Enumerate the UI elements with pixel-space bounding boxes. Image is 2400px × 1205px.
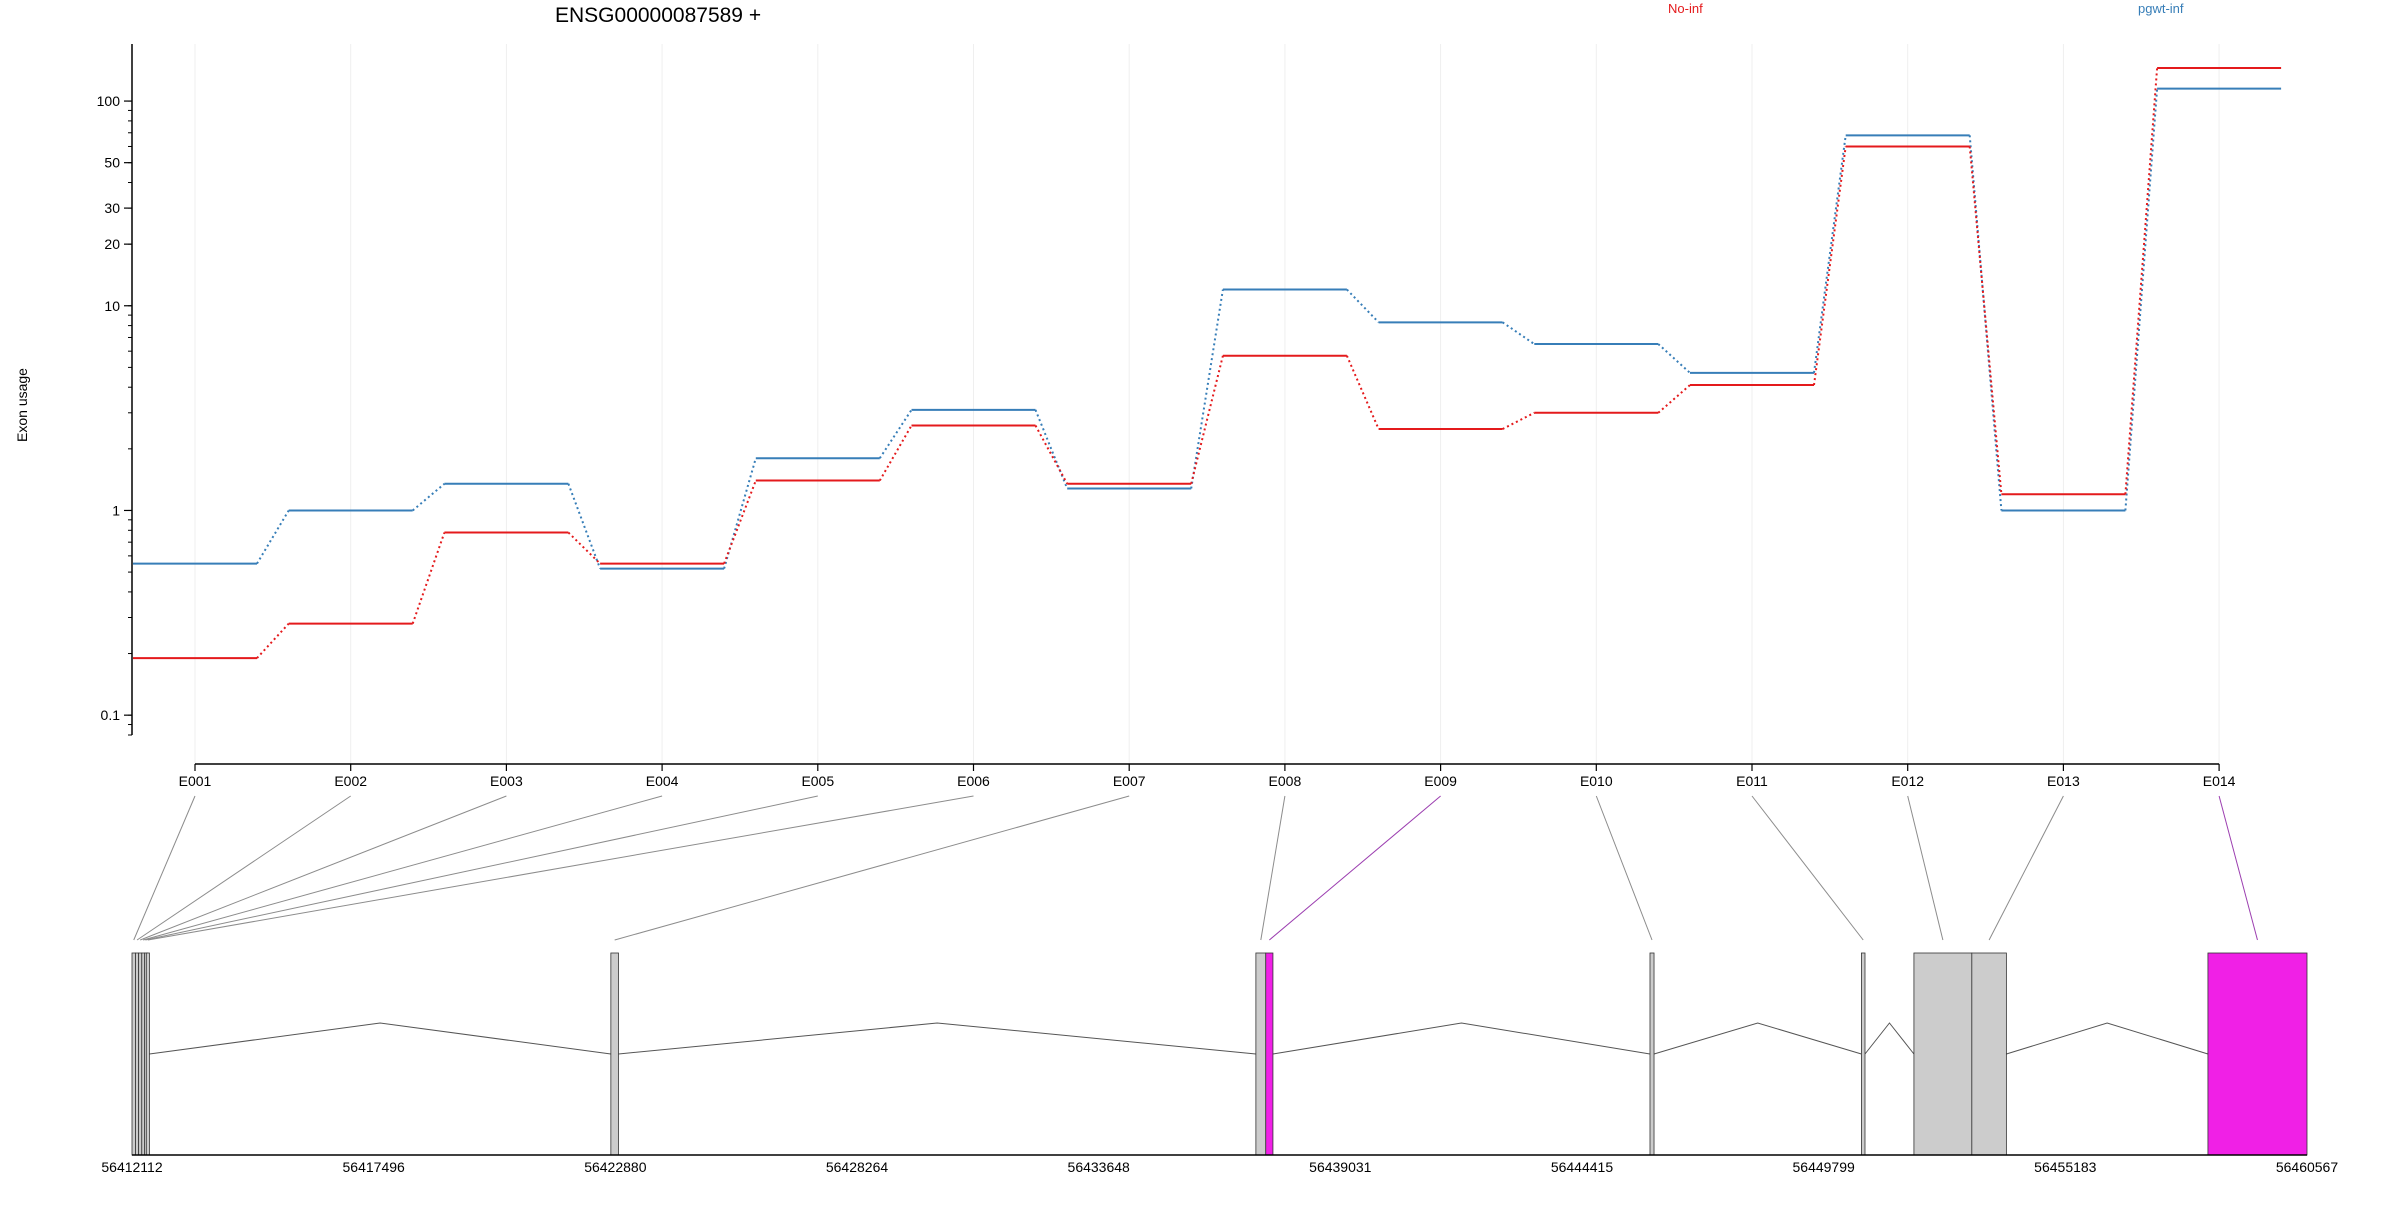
exon-connector [140, 795, 507, 941]
coordinate-tick-label: 56412112 [101, 1159, 162, 1175]
exon-connector [2218, 795, 2258, 941]
exon-box [1265, 952, 1274, 1156]
series-connector [1346, 288, 1380, 324]
series-connector [1190, 355, 1224, 485]
series-connector [2124, 88, 2159, 511]
intron-line [1864, 1022, 1915, 1055]
x-tick-label: E014 [2203, 773, 2236, 789]
exon-box [138, 952, 143, 1156]
x-tick-label: E007 [1113, 773, 1146, 789]
x-tick-label: E010 [1580, 773, 1613, 789]
series-connector [567, 531, 601, 565]
exon-box [1971, 952, 2007, 1156]
series-connector [1502, 321, 1535, 345]
y-axis-label: Exon usage [14, 368, 30, 442]
coordinate-tick-label: 56449799 [1793, 1159, 1856, 1175]
intron-line [618, 1022, 1256, 1055]
exon-box [135, 952, 140, 1156]
exon-box [610, 952, 619, 1156]
intron-line [2006, 1022, 2209, 1055]
intron-line [1272, 1022, 1651, 1055]
series-connector [1657, 384, 1691, 414]
x-tick-label: E003 [490, 773, 523, 789]
y-tick-label: 30 [104, 200, 120, 216]
y-tick-label: 100 [97, 93, 121, 109]
series-connector [878, 409, 913, 459]
coordinate-tick-label: 56444415 [1551, 1159, 1614, 1175]
intron-line [149, 1022, 611, 1055]
series-connector [1034, 409, 1069, 489]
x-tick-label: E008 [1269, 773, 1302, 789]
series-connector [1657, 343, 1691, 374]
legend-entry-pgwt-inf: pgwt-inf [2138, 1, 2184, 16]
y-tick-label: 0.1 [101, 707, 121, 723]
exon-connector [1751, 795, 1864, 941]
exon-connector [1988, 795, 2064, 941]
exon-connector [1269, 795, 1441, 941]
exon-box [1913, 952, 1973, 1156]
series-connector [567, 483, 602, 569]
legend-entry-no-inf: No-inf [1668, 1, 1703, 16]
series-connector [1034, 425, 1069, 485]
coordinate-tick-label: 56417496 [343, 1159, 406, 1175]
coordinate-tick-label: 56422880 [584, 1159, 647, 1175]
exon-connector [136, 795, 351, 941]
chart-title: ENSG00000087589 + [555, 4, 762, 27]
exon-connector [1260, 795, 1286, 941]
series-connector [256, 509, 290, 565]
exon-connector [145, 795, 818, 941]
series-connector [1813, 135, 1847, 374]
series-connector [1502, 411, 1535, 430]
exon-box [1255, 952, 1267, 1156]
y-tick-label: 1 [112, 502, 120, 518]
x-tick-label: E005 [801, 773, 834, 789]
exon-connector [1595, 795, 1653, 941]
x-tick-label: E012 [1891, 773, 1924, 789]
x-tick-label: E006 [957, 773, 990, 789]
exon-connector [1907, 795, 1944, 941]
exon-box [145, 952, 150, 1156]
y-tick-label: 50 [104, 155, 120, 171]
x-tick-label: E001 [179, 773, 212, 789]
series-connector [723, 457, 757, 569]
x-tick-label: E002 [334, 773, 367, 789]
series-connector [411, 532, 446, 624]
coordinate-tick-label: 56428264 [826, 1159, 889, 1175]
exon-box [1649, 952, 1655, 1156]
coordinate-tick-label: 56433648 [1068, 1159, 1131, 1175]
x-tick-label: E013 [2047, 773, 2080, 789]
series-connector [412, 483, 446, 512]
series-connector [1345, 355, 1380, 430]
exon-box [2207, 952, 2308, 1156]
exon-box [131, 952, 136, 1156]
exon-connector [147, 795, 974, 941]
exon-connector [142, 795, 663, 941]
coordinate-tick-label: 56455183 [2034, 1159, 2097, 1175]
intron-line [1653, 1022, 1862, 1055]
y-tick-label: 10 [104, 298, 120, 314]
series-connector [256, 622, 290, 659]
x-tick-label: E011 [1736, 773, 1768, 789]
exon-connector [614, 795, 1130, 941]
series-connector [1968, 146, 2003, 495]
exon-connector [133, 795, 196, 941]
y-tick-label: 20 [104, 236, 120, 252]
coordinate-tick-label: 56460567 [2276, 1159, 2339, 1175]
exon-box [1861, 952, 1866, 1156]
series-connector [878, 425, 913, 482]
series-connector [1190, 289, 1224, 489]
x-tick-label: E004 [646, 773, 679, 789]
x-tick-label: E009 [1424, 773, 1457, 789]
series-connector [1813, 146, 1847, 386]
coordinate-tick-label: 56439031 [1309, 1159, 1372, 1175]
series-connector [2124, 67, 2159, 495]
series-connector [723, 480, 757, 564]
